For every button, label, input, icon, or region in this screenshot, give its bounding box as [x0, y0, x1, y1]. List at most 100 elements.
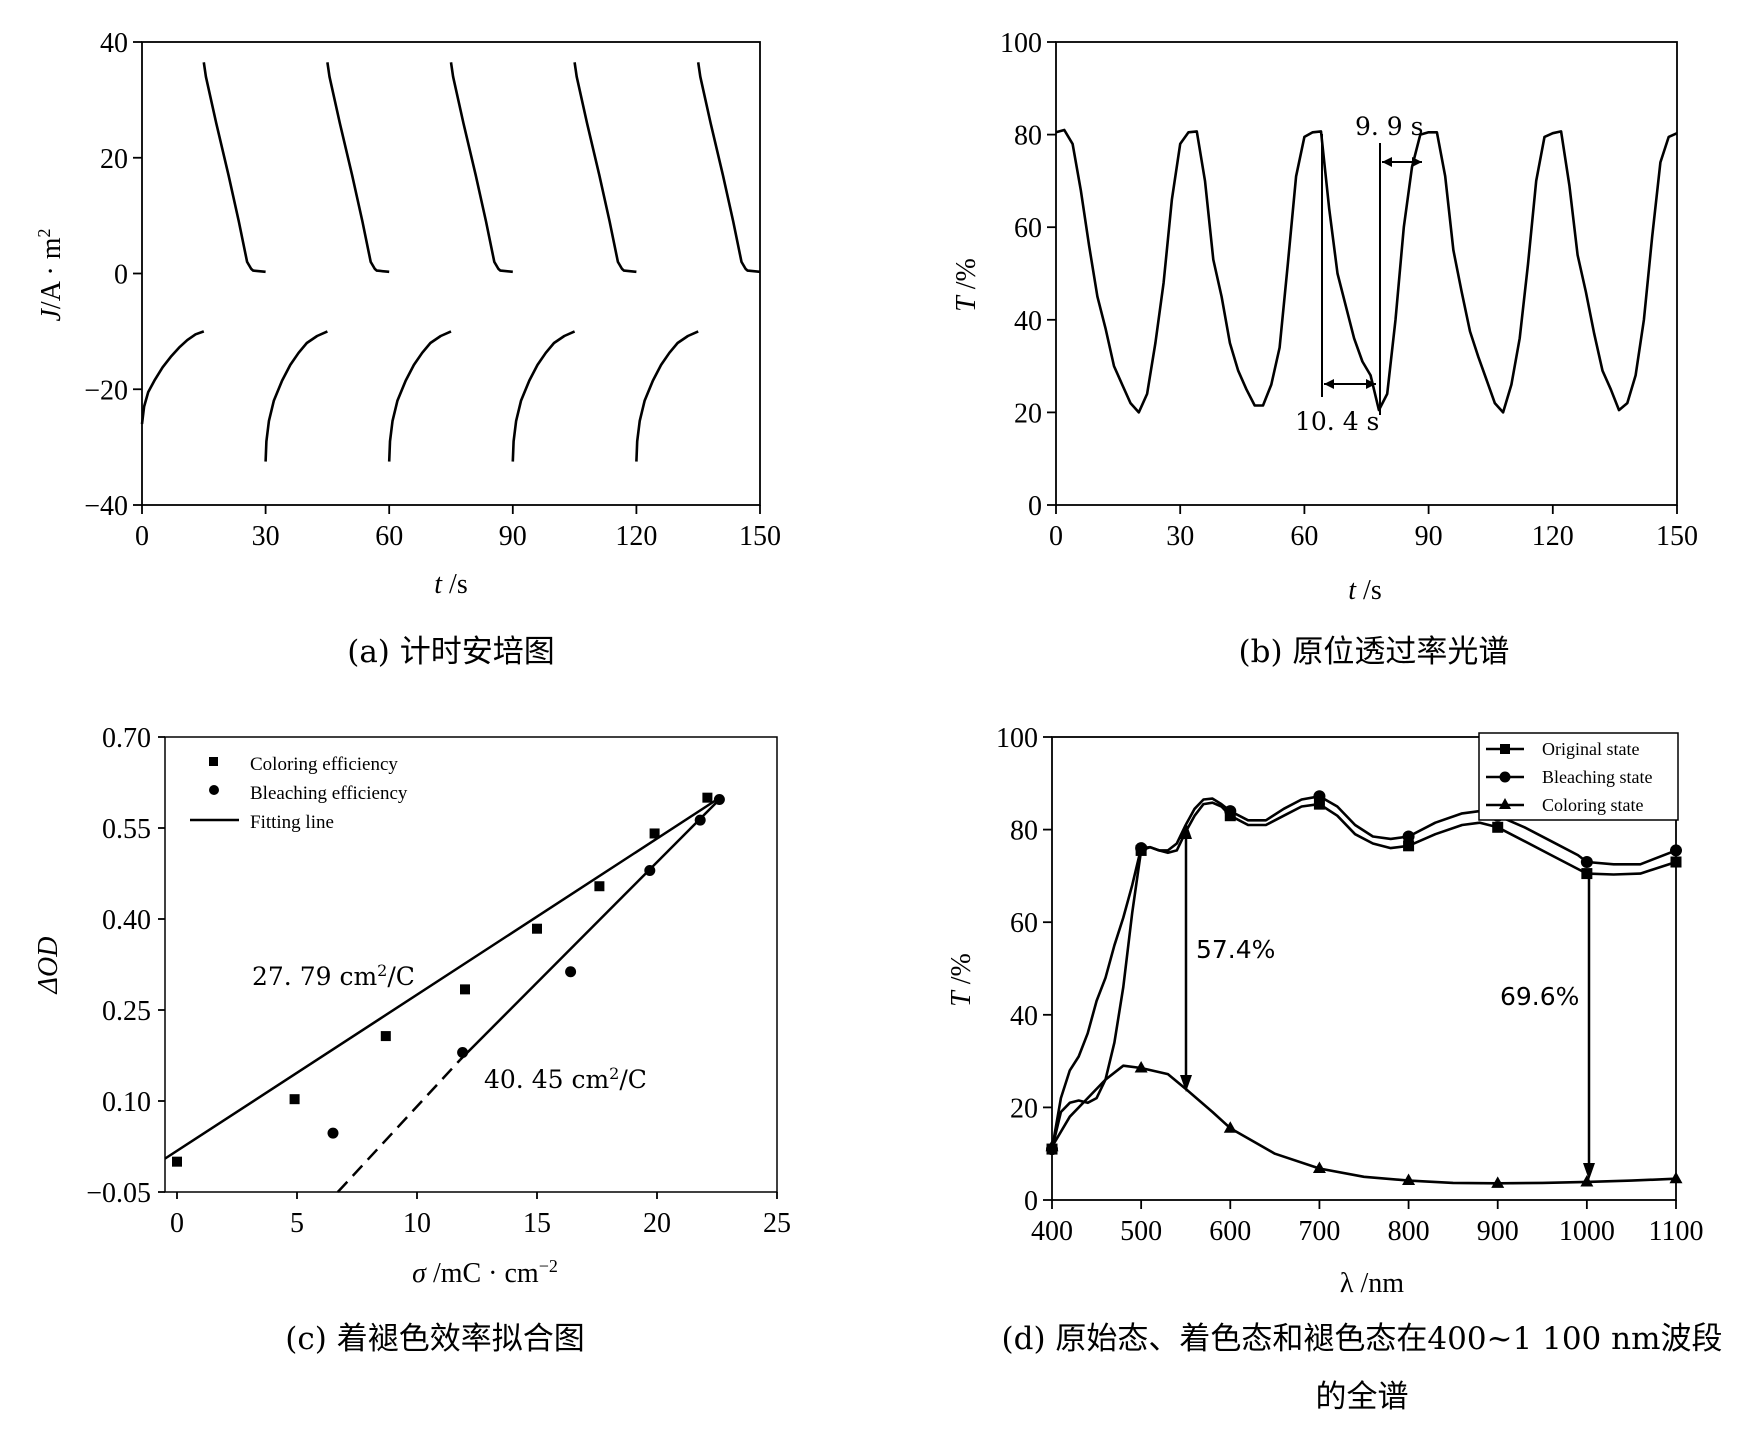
- legend-label-bleaching: Bleaching state: [1542, 767, 1652, 787]
- x-axis-label: t /s: [434, 569, 467, 600]
- y-tick-label: 0.40: [102, 905, 151, 936]
- data-point-triangle: [1402, 1173, 1416, 1186]
- data-point-triangle: [1045, 1139, 1059, 1152]
- plot-frame: [1051, 736, 1677, 1201]
- panel-c-efficiency-fit: 0 5 10 15 20 25 −0.05 0.10 0.25 0.40 0.55 0.70 Colo…: [33, 723, 791, 1357]
- y-axis-label: T /%: [946, 953, 977, 1007]
- x-tick-label: 150: [1656, 521, 1698, 552]
- series-line: [696, 62, 761, 274]
- bleaching-fit-label: 40. 45 cm2/C: [484, 1064, 647, 1094]
- x-tick-label: 900: [1477, 1216, 1519, 1247]
- x-axis-label: t /s: [1348, 575, 1381, 606]
- x-tick-label: 60: [375, 521, 403, 552]
- data-point-square: [380, 1031, 391, 1042]
- y-axis-label: ΔOD: [33, 937, 64, 995]
- y-tick-label: 20: [100, 144, 128, 175]
- arrow-550-head-up: [1180, 822, 1192, 839]
- legend-label-fit: Fitting line: [250, 812, 334, 833]
- data-point-square: [172, 1156, 182, 1167]
- data-point-circle: [1670, 844, 1682, 857]
- series-line: [140, 330, 205, 425]
- x-tick-label: 20: [643, 1208, 671, 1239]
- plot-frame: [164, 736, 778, 1193]
- y-tick-label: 60: [1014, 213, 1042, 244]
- legend: Coloring efficiency Bleaching efficiency…: [190, 754, 408, 833]
- legend-label-bleaching: Bleaching efficiency: [250, 783, 408, 804]
- data-point-circle: [1224, 805, 1237, 818]
- data-point-triangle: [1580, 1174, 1594, 1187]
- y-tick-label: 0.25: [102, 996, 151, 1027]
- y-tick-label: 0.70: [102, 723, 151, 754]
- x-tick-label: 30: [252, 521, 280, 552]
- data-point-square: [1581, 868, 1593, 880]
- fall-arrowhead-left: [1324, 379, 1334, 389]
- series-layer: [1055, 128, 1678, 414]
- data-point-square: [649, 828, 660, 839]
- data-point-triangle: [1134, 1061, 1148, 1073]
- fall-time-label: 10. 4 s: [1295, 407, 1379, 436]
- legend-marker-coloring: [209, 757, 218, 766]
- y-tick-label: −0.05: [86, 1178, 151, 1209]
- data-point-circle: [1135, 842, 1148, 855]
- x-tick-label: 30: [1166, 521, 1194, 552]
- series-line: [387, 330, 452, 462]
- caption-b: (b) 原位透过率光谱: [1239, 634, 1510, 670]
- legend-marker-bleaching: [1499, 771, 1511, 783]
- x-tick-label: 15: [523, 1208, 551, 1239]
- y-tick-label: 40: [1014, 306, 1042, 337]
- series-line: [449, 62, 513, 274]
- response-time-annotations: 10. 4 s 9. 9 s: [1295, 112, 1423, 436]
- data-point-circle: [327, 1127, 339, 1139]
- y-tick-label: 40: [1010, 1001, 1038, 1032]
- series-layer: [1045, 790, 1683, 1188]
- x-tick-label: 90: [1415, 521, 1443, 552]
- plot-frame: [141, 41, 761, 506]
- caption-a: (a) 计时安培图: [347, 634, 555, 670]
- modulation-label-right: 69.6%: [1500, 982, 1579, 1011]
- y-tick-label: 0.55: [102, 814, 151, 845]
- data-point-square: [1313, 798, 1325, 810]
- series-line: [202, 62, 266, 274]
- x-tick-label: 0: [135, 521, 149, 552]
- data-point-circle: [1402, 830, 1415, 843]
- fall-arrowhead-right: [1366, 379, 1376, 389]
- legend-marker-bleaching: [209, 785, 219, 795]
- data-point-square: [1403, 840, 1415, 852]
- x-tick-label: 1100: [1649, 1216, 1704, 1247]
- caption-d-line2: 的全谱: [1316, 1379, 1409, 1415]
- data-point-circle: [1580, 856, 1593, 869]
- data-point-square: [1670, 856, 1682, 868]
- caption-c: (c) 着褪色效率拟合图: [285, 1321, 584, 1357]
- y-tick-label: −40: [84, 491, 128, 522]
- x-tick-label: 0: [1049, 521, 1063, 552]
- y-tick-label: 0: [1024, 1186, 1038, 1217]
- series-line: [1055, 128, 1678, 414]
- x-tick-label: 400: [1031, 1216, 1073, 1247]
- x-tick-label: 600: [1209, 1216, 1251, 1247]
- x-tick-label: 700: [1298, 1216, 1340, 1247]
- y-tick-label: 0: [1028, 491, 1042, 522]
- y-axis-label: T /%: [951, 258, 982, 312]
- modulation-label-left: 57.4%: [1196, 935, 1275, 964]
- y-tick-label: 0: [114, 260, 128, 291]
- x-tick-label: 1000: [1559, 1216, 1615, 1247]
- data-point-square: [289, 1094, 300, 1105]
- y-tick-label: 80: [1010, 816, 1038, 847]
- legend-label-coloring: Coloring efficiency: [250, 754, 398, 775]
- legend: Original state Bleaching state Coloring …: [1478, 732, 1679, 821]
- series-line: [264, 330, 328, 462]
- axis-ticks: 0 5 10 15 20 25 −0.05 0.10 0.25 0.40 0.55 0.70: [86, 723, 791, 1239]
- legend-marker-original: [1500, 744, 1510, 754]
- x-tick-label: 0: [170, 1208, 184, 1239]
- x-tick-label: 150: [739, 521, 781, 552]
- y-axis-label: J/A · m2: [34, 229, 67, 322]
- fit-line: [164, 798, 718, 1160]
- coloring-fit-label: 27. 79 cm2/C: [252, 961, 415, 991]
- x-tick-label: 25: [763, 1208, 791, 1239]
- data-point-triangle: [1669, 1171, 1683, 1184]
- x-tick-label: 800: [1388, 1216, 1430, 1247]
- y-tick-label: 40: [100, 28, 128, 59]
- series-layer: [140, 62, 761, 462]
- axis-ticks: 0 30 60 90 120 150 0 20 40 60 80 100: [1000, 28, 1698, 552]
- x-tick-label: 5: [290, 1208, 304, 1239]
